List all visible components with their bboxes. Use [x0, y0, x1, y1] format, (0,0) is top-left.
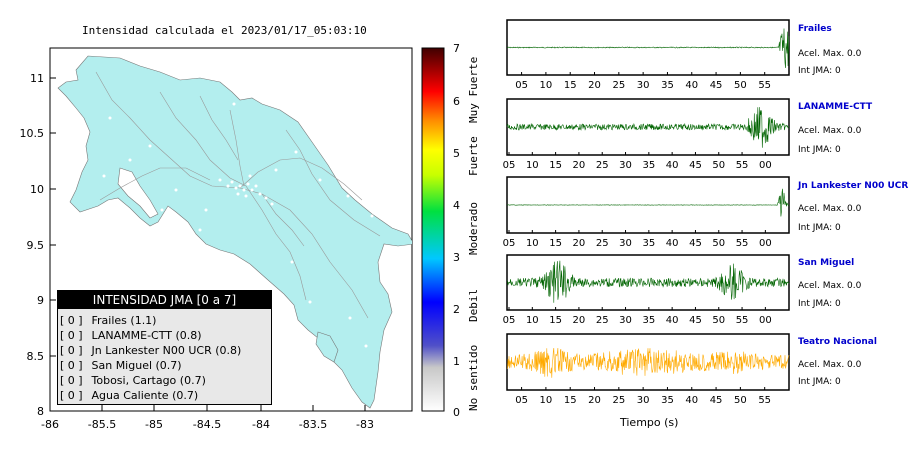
intensity-colorbar: [421, 47, 445, 412]
legend-station: Tobosi, Cartago (0.7): [91, 374, 206, 387]
colorbar-tick: 2: [453, 303, 460, 316]
map-x-tick: -85.5: [88, 418, 116, 431]
map-x-tick: -86: [41, 418, 59, 431]
colorbar-tick: 6: [453, 95, 460, 108]
colorbar-label: No sentido: [467, 345, 480, 411]
legend-bracket: [ 0 ]: [60, 314, 83, 327]
map-y-tick: 9: [37, 294, 44, 307]
legend-item: [ 0 ] Tobosi, Cartago (0.7): [60, 373, 271, 388]
station-name: San Miguel: [798, 258, 855, 268]
station-acel: Acel. Max. 0.0: [798, 126, 862, 136]
legend-station: Frailes (1.1): [91, 314, 157, 327]
station-jma: Int JMA: 0: [798, 145, 841, 155]
map-title: Intensidad calculada el 2023/01/17_05:03…: [82, 24, 367, 37]
colorbar-tick: 0: [453, 406, 460, 419]
colorbar-label: Moderado: [467, 202, 480, 255]
station-name: Teatro Nacional: [798, 337, 877, 347]
station-jma: Int JMA: 0: [798, 299, 841, 309]
legend-bracket: [ 0 ]: [60, 374, 83, 387]
colorbar-label: Debil: [467, 289, 480, 322]
legend-item: [ 0 ] Agua Caliente (0.7): [60, 388, 271, 403]
colorbar-tick: 1: [453, 355, 460, 368]
station-jma: Int JMA: 0: [798, 66, 841, 76]
intensity-legend: INTENSIDAD JMA [0 a 7] [ 0 ] Frailes (1.…: [57, 290, 272, 405]
map-y-tick: 9.5: [27, 239, 45, 252]
colorbar-tick: 3: [453, 251, 460, 264]
legend-item: [ 0 ] San Miguel (0.7): [60, 358, 271, 373]
colorbar-label: Fuerte: [467, 136, 480, 176]
station-name: LANAMME-CTT: [798, 102, 873, 112]
legend-bracket: [ 0 ]: [60, 359, 83, 372]
osa-peninsula: [315, 331, 339, 363]
map-x-tick: -83.5: [299, 418, 327, 431]
station-acel: Acel. Max. 0.0: [798, 360, 862, 370]
legend-item: [ 0 ] LANAMME-CTT (0.8): [60, 328, 271, 343]
map-x-tick: -85: [145, 418, 163, 431]
map-y-tick: 8.5: [27, 350, 45, 363]
legend-bracket: [ 0 ]: [60, 389, 83, 402]
station-markers: [102, 102, 374, 348]
map-y-tick: 11: [30, 72, 44, 85]
legend-bracket: [ 0 ]: [60, 344, 83, 357]
legend-bracket: [ 0 ]: [60, 329, 83, 342]
colorbar-label: Muy Fuerte: [467, 57, 480, 123]
legend-title: INTENSIDAD JMA [0 a 7]: [58, 291, 271, 309]
station-acel: Acel. Max. 0.0: [798, 204, 862, 214]
map-y-tick: 10.5: [20, 127, 45, 140]
legend-item: [ 0 ] Jn Lankester N00 UCR (0.8): [60, 343, 271, 358]
time-axis-label: Tiempo (s): [620, 416, 679, 429]
map-y-tick: 8: [37, 405, 44, 418]
road-network: [95, 71, 381, 319]
station-jma: Int JMA: 0: [798, 223, 841, 233]
colorbar-tick: 7: [453, 42, 460, 55]
station-acel: Acel. Max. 0.0: [798, 281, 862, 291]
map-x-tick: -84.5: [193, 418, 221, 431]
map-x-tick: -83: [356, 418, 374, 431]
legend-station: LANAMME-CTT (0.8): [91, 329, 202, 342]
station-acel: Acel. Max. 0.0: [798, 49, 862, 59]
station-name: Jn Lankester N00 UCR: [798, 181, 909, 191]
colorbar-tick: 5: [453, 147, 460, 160]
station-name: Frailes: [798, 24, 832, 34]
legend-item: [ 0 ] Frailes (1.1): [60, 313, 271, 328]
legend-station: Jn Lankester N00 UCR (0.8): [91, 344, 242, 357]
colorbar-tick: 4: [453, 199, 460, 212]
legend-station: San Miguel (0.7): [91, 359, 182, 372]
map-x-tick: -84: [252, 418, 270, 431]
station-jma: Int JMA: 0: [798, 377, 841, 387]
map-x-ticks: [49, 77, 366, 411]
legend-station: Agua Caliente (0.7): [91, 389, 199, 402]
map-y-tick: 10: [30, 183, 44, 196]
